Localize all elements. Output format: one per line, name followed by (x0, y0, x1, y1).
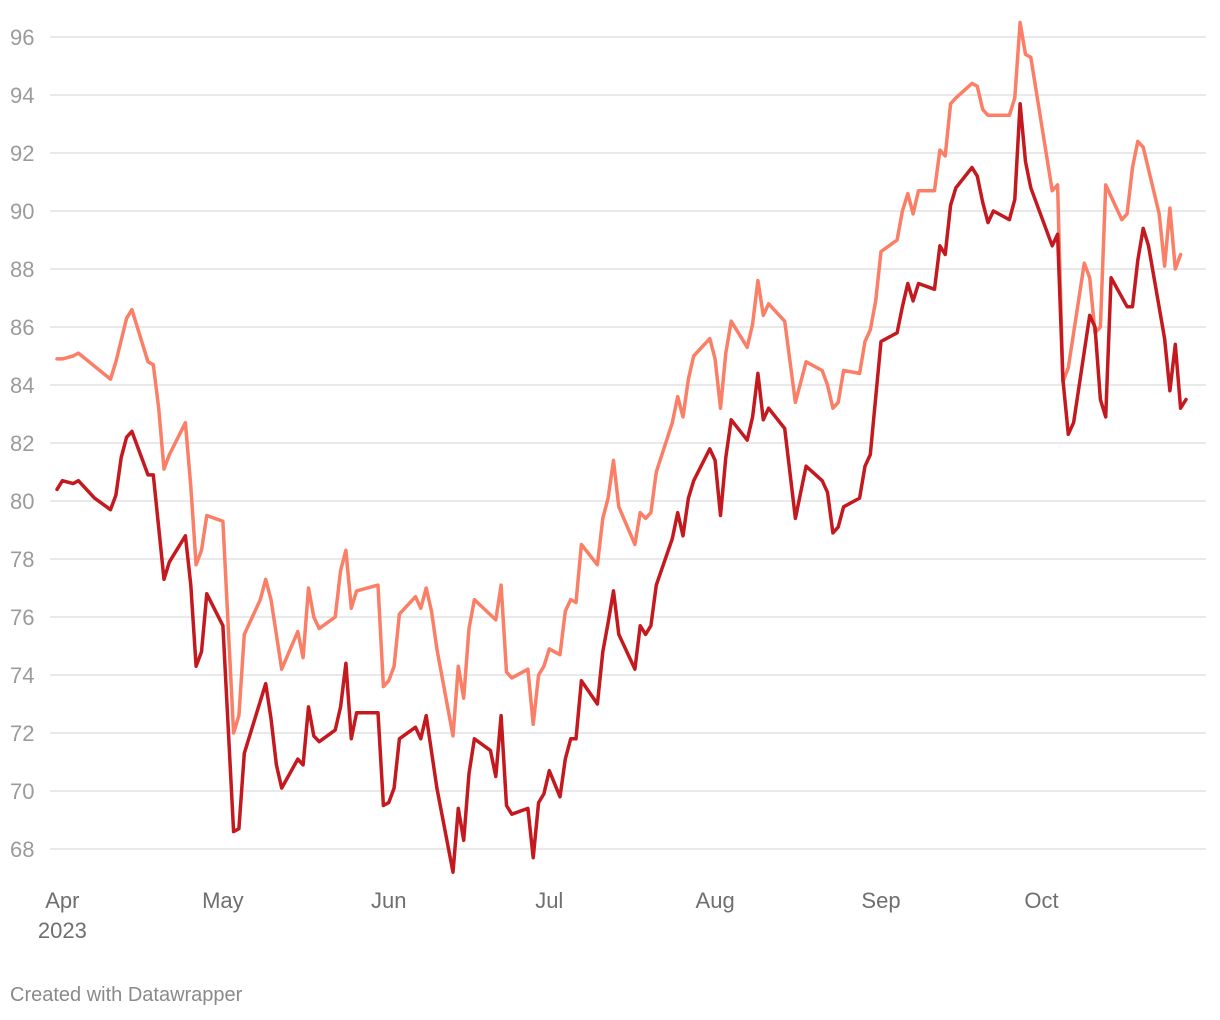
y-tick-label-76: 76 (10, 605, 34, 630)
series-lines (55, 20, 1188, 874)
x-axis-tick-labels: Apr 2023 May Jun Jul Aug Sep Oct (38, 888, 1059, 943)
x-tick-label-sep: Sep (861, 888, 900, 913)
line-chart: 68 70 72 74 76 78 80 82 84 86 88 90 92 94 96 Apr 2023 Ma… (10, 20, 1206, 943)
y-tick-label-80: 80 (10, 489, 34, 514)
y-tick-label-92: 92 (10, 141, 34, 166)
gridlines (50, 36, 1206, 850)
x-tick-label-apr: Apr (45, 888, 79, 913)
x-tick-label-oct: Oct (1024, 888, 1058, 913)
y-tick-label-88: 88 (10, 257, 34, 282)
y-tick-label-72: 72 (10, 721, 34, 746)
y-tick-label-94: 94 (10, 83, 34, 108)
series-line-2 (55, 101, 1188, 874)
datawrapper-credit: Created with Datawrapper (10, 984, 243, 1006)
y-tick-label-78: 78 (10, 547, 34, 572)
y-tick-label-68: 68 (10, 837, 34, 862)
x-tick-label-jun: Jun (371, 888, 406, 913)
x-tick-sublabel-year: 2023 (38, 918, 87, 943)
y-tick-label-86: 86 (10, 315, 34, 340)
x-tick-label-may: May (202, 888, 244, 913)
x-tick-label-aug: Aug (696, 888, 735, 913)
y-tick-label-74: 74 (10, 663, 34, 688)
series-line-1 (55, 20, 1183, 738)
x-tick-label-jul: Jul (535, 888, 563, 913)
y-tick-label-70: 70 (10, 779, 34, 804)
y-tick-label-96: 96 (10, 25, 34, 50)
y-tick-label-90: 90 (10, 199, 34, 224)
y-axis-tick-labels: 68 70 72 74 76 78 80 82 84 86 88 90 92 94 96 (10, 25, 34, 862)
y-tick-label-82: 82 (10, 431, 34, 456)
y-tick-label-84: 84 (10, 373, 34, 398)
